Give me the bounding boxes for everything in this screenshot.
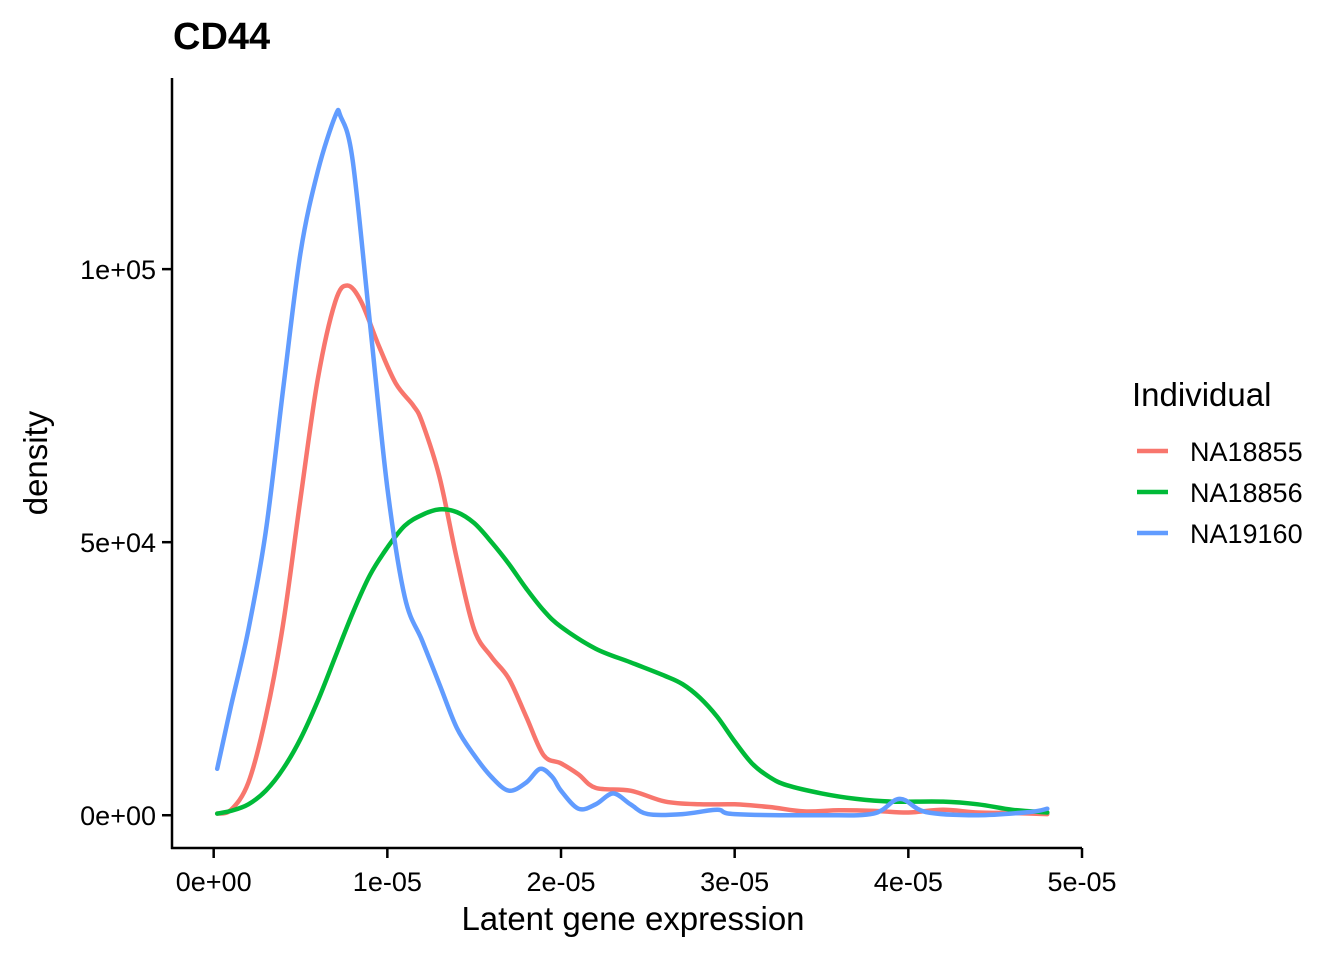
legend-label: NA18855 bbox=[1190, 437, 1303, 467]
legend-items: NA18855 NA18856 NA19160 bbox=[1137, 437, 1303, 549]
legend: Individual NA18855 NA18856 NA19160 bbox=[1132, 376, 1303, 549]
y-axis-ticks: 0e+00 5e+04 1e+05 bbox=[80, 255, 172, 831]
x-tick-label: 3e-05 bbox=[700, 867, 769, 897]
y-axis-title: density bbox=[17, 410, 54, 515]
x-tick-label: 5e-05 bbox=[1047, 867, 1116, 897]
density-curve-na18856 bbox=[214, 507, 1050, 816]
x-tick-label: 4e-05 bbox=[874, 867, 943, 897]
legend-label: NA18856 bbox=[1190, 478, 1303, 508]
y-tick-label: 1e+05 bbox=[80, 255, 156, 285]
y-tick-label: 0e+00 bbox=[80, 801, 156, 831]
x-axis-title: Latent gene expression bbox=[461, 900, 804, 937]
density-curve-na18855 bbox=[214, 283, 1050, 817]
series-curves bbox=[214, 107, 1050, 818]
x-tick-label: 1e-05 bbox=[353, 867, 422, 897]
x-tick-label: 2e-05 bbox=[526, 867, 595, 897]
x-axis-ticks: 0e+00 1e-05 2e-05 3e-05 4e-05 5e-05 bbox=[176, 848, 1117, 897]
y-tick-label: 5e+04 bbox=[80, 528, 156, 558]
legend-title: Individual bbox=[1132, 376, 1271, 413]
chart-title: CD44 bbox=[173, 16, 270, 58]
density-curve-na19160 bbox=[214, 107, 1050, 818]
legend-label: NA19160 bbox=[1190, 519, 1303, 549]
x-tick-label: 0e+00 bbox=[176, 867, 252, 897]
